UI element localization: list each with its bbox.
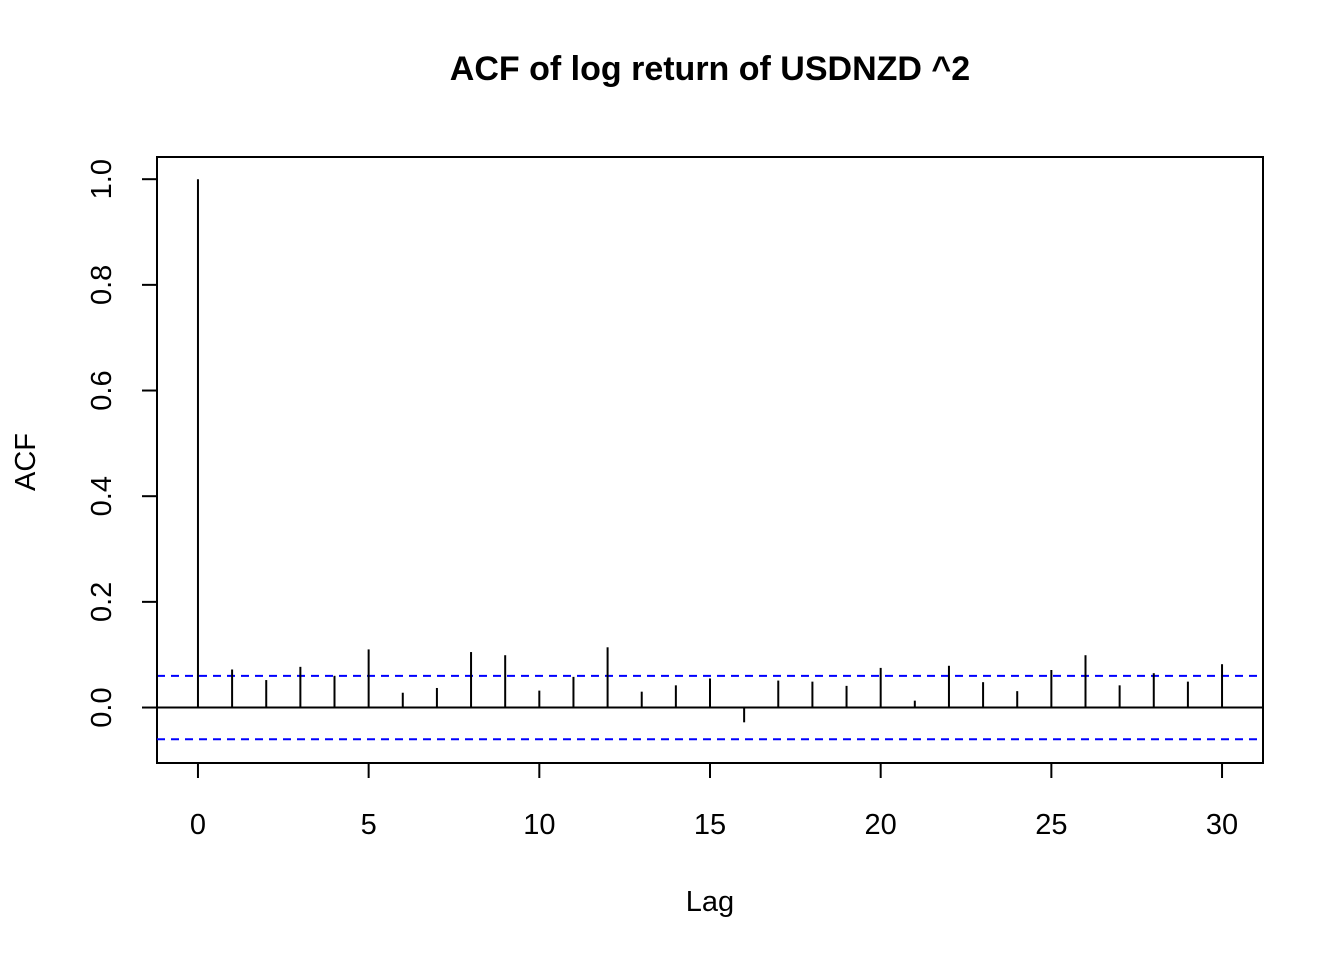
y-tick-label-0.0: 0.0 — [86, 687, 118, 727]
y-axis-label: ACF — [10, 433, 42, 491]
y-tick-label-0.8: 0.8 — [86, 265, 118, 305]
y-tick-label-1.0: 1.0 — [86, 159, 118, 199]
x-tick-label-5: 5 — [361, 809, 377, 841]
x-tick-label-0: 0 — [190, 809, 206, 841]
y-tick-label-0.6: 0.6 — [86, 370, 118, 410]
x-tick-label-10: 10 — [523, 809, 555, 841]
x-tick-label-30: 30 — [1206, 809, 1238, 841]
y-tick-label-0.2: 0.2 — [86, 582, 118, 622]
x-tick-label-20: 20 — [865, 809, 897, 841]
plot-frame — [156, 156, 1264, 764]
x-tick-label-15: 15 — [694, 809, 726, 841]
y-tick-label-0.4: 0.4 — [86, 476, 118, 516]
x-tick-label-25: 25 — [1035, 809, 1067, 841]
chart-title: ACF of log return of USDNZD ^2 — [450, 50, 970, 88]
x-axis-label: Lag — [686, 886, 734, 918]
